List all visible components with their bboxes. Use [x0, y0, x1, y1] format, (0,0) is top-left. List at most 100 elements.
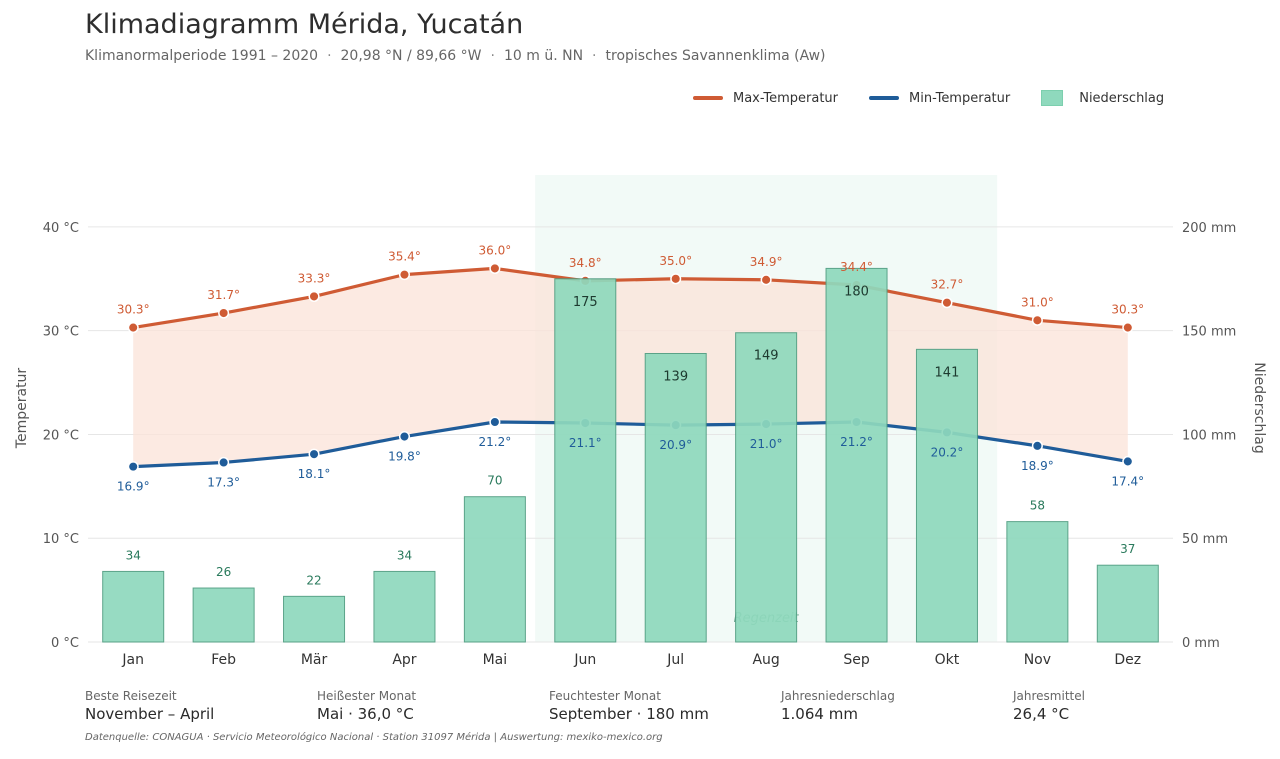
legend-swatch-max	[693, 96, 723, 100]
min-temperature-label: 21.2°	[479, 435, 512, 449]
max-temperature-point	[941, 297, 953, 309]
legend-swatch-precip	[1041, 90, 1064, 106]
min-temperature-point	[1122, 455, 1134, 467]
max-temperature-label: 33.3°	[298, 271, 331, 285]
data-source: Datenquelle: CONAGUA · Servicio Meteorol…	[85, 732, 663, 743]
precipitation-label: 70	[487, 474, 502, 488]
precipitation-label: 37	[1120, 542, 1135, 556]
x-tick-label: Jul	[666, 652, 684, 668]
precipitation-bar	[735, 332, 798, 643]
precipitation-label: 34	[126, 548, 141, 562]
left-tick-label: 40 °C	[43, 221, 79, 236]
stat-hottest-month: Heißester Monat Mai · 36,0 °C	[317, 689, 549, 723]
precipitation-label: 139	[663, 369, 688, 384]
precipitation-label: 58	[1030, 499, 1045, 513]
right-tick-label: 0 mm	[1182, 636, 1220, 651]
min-temperature-label: 19.8°	[388, 450, 421, 464]
max-temperature-line	[132, 266, 1128, 330]
min-temperature-label: 20.2°	[931, 445, 964, 459]
min-temperature-label: 21.2°	[840, 435, 873, 449]
max-temperature-label: 30.3°	[117, 303, 150, 317]
max-temperature-point	[398, 269, 411, 281]
max-temperature-point	[1031, 314, 1043, 326]
legend-label-max: Max-Temperatur	[733, 90, 839, 106]
legend-item-precip[interactable]: Niederschlag	[1041, 90, 1164, 106]
stat-label: Heißester Monat	[317, 689, 417, 703]
stat-label: Jahresmittel	[1013, 689, 1085, 703]
stats-row: Beste Reisezeit November – April Heißest…	[85, 689, 1245, 723]
stat-value: September · 180 mm	[549, 705, 709, 723]
max-temperature-point	[127, 322, 139, 334]
min-temperature-point	[308, 448, 320, 460]
stat-annual-precip: Jahresniederschlag 1.064 mm	[781, 689, 1013, 723]
left-tick-label: 20 °C	[43, 428, 79, 443]
subtitle-coordinates: 20,98 °N / 89,66 °W	[340, 48, 482, 64]
legend-swatch-min	[869, 96, 900, 100]
stat-label: Beste Reisezeit	[85, 689, 177, 703]
subtitle-period: Klimanormalperiode 1991 – 2020	[85, 48, 319, 64]
stat-label: Feuchtester Monat	[549, 689, 661, 703]
min-temperature-point	[127, 461, 139, 473]
min-temperature-label: 17.4°	[1111, 474, 1144, 488]
max-temperature-label: 31.0°	[1021, 295, 1054, 309]
stat-value: 26,4 °C	[1013, 705, 1070, 723]
subtitle-separator: ·	[490, 48, 495, 64]
precipitation-bar	[192, 587, 255, 643]
legend-item-max[interactable]: Max-Temperatur	[693, 91, 838, 106]
max-temperature-point	[308, 290, 320, 302]
x-tick-label: Jun	[573, 652, 596, 668]
legend-item-min[interactable]: Min-Temperatur	[869, 91, 1010, 106]
subtitle-elevation: 10 m ü. NN	[503, 48, 584, 64]
stat-wettest-month: Feuchtester Monat September · 180 mm	[549, 689, 781, 723]
precipitation-label: 141	[935, 365, 960, 380]
precipitation-label: 175	[573, 295, 598, 310]
max-temperature-point	[760, 274, 772, 286]
chart-legend: Max-Temperatur Min-Temperatur Niederschl…	[693, 90, 1164, 106]
min-temperature-label: 17.3°	[207, 475, 240, 489]
precipitation-bar	[915, 348, 978, 643]
subtitle-separator: ·	[592, 48, 597, 64]
x-tick-label: Jan	[121, 652, 144, 668]
precipitation-bar	[644, 352, 707, 643]
min-temperature-label: 18.9°	[1021, 459, 1054, 473]
right-tick-label: 50 mm	[1182, 532, 1228, 547]
max-temperature-label: 35.0°	[659, 254, 692, 268]
precipitation-bar	[554, 278, 617, 643]
x-tick-label: Nov	[1024, 652, 1051, 668]
precipitation-bar	[1006, 521, 1069, 643]
x-tick-label: Mär	[301, 652, 328, 668]
chart-title: Klimadiagramm Mérida, Yucatán	[85, 9, 524, 40]
right-tick-label: 200 mm	[1182, 221, 1236, 236]
precipitation-bar	[463, 496, 526, 643]
subtitle-separator: ·	[327, 48, 332, 64]
min-temperature-label: 16.9°	[117, 480, 150, 494]
stat-best-travel: Beste Reisezeit November – April	[85, 689, 317, 723]
left-tick-label: 0 °C	[51, 636, 79, 651]
min-temperature-point	[489, 416, 501, 428]
stat-value: Mai · 36,0 °C	[317, 705, 414, 723]
x-tick-label: Aug	[752, 652, 779, 668]
subtitle-climate: tropisches Savannenklima (Aw)	[605, 48, 826, 64]
precipitation-label: 149	[754, 349, 779, 364]
max-temperature-label: 34.9°	[750, 255, 783, 269]
stat-value: November – April	[85, 705, 215, 723]
right-tick-label: 100 mm	[1182, 428, 1236, 443]
chart-subtitle: Klimanormalperiode 1991 – 2020 · 20,98 °N …	[85, 48, 826, 64]
stat-value: 1.064 mm	[781, 705, 858, 723]
min-temperature-label: 21.0°	[750, 437, 783, 451]
min-temperature-label: 18.1°	[298, 467, 331, 481]
min-temperature-point	[398, 430, 411, 443]
precipitation-label: 26	[216, 565, 231, 579]
precipitation-bar	[373, 570, 436, 643]
min-temperature-label: 21.1°	[569, 436, 602, 450]
max-temperature-point	[489, 262, 501, 274]
precipitation-label: 180	[844, 284, 869, 299]
max-temperature-label: 34.4°	[840, 260, 873, 274]
max-temperature-point	[1122, 322, 1134, 334]
min-temperature-point	[218, 456, 230, 469]
max-temperature-label: 35.4°	[388, 250, 421, 264]
min-temperature-point	[1031, 440, 1043, 452]
x-tick-label: Apr	[392, 652, 416, 668]
x-tick-label: Sep	[843, 652, 870, 668]
